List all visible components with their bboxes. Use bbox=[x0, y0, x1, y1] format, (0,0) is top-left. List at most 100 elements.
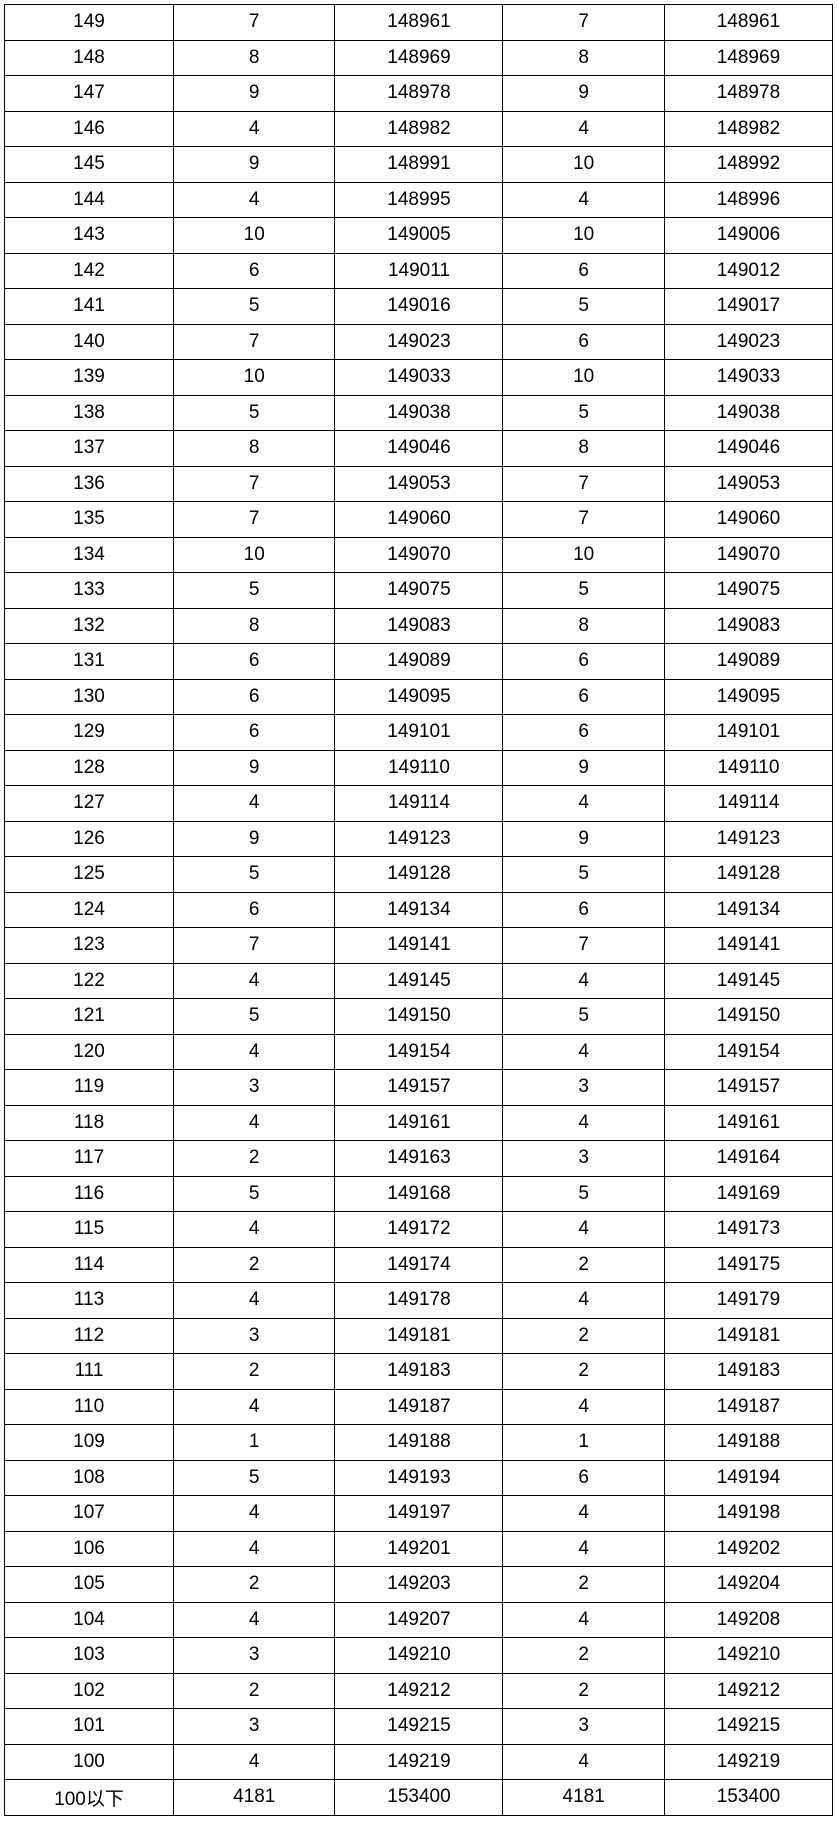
table-cell: 5 bbox=[174, 395, 335, 431]
table-row: 12371491417149141 bbox=[5, 928, 833, 964]
table-cell: 7 bbox=[174, 502, 335, 538]
table-row: 12241491454149145 bbox=[5, 963, 833, 999]
table-cell: 8 bbox=[503, 431, 664, 467]
table-row: 11841491614149161 bbox=[5, 1105, 833, 1141]
table-cell: 148 bbox=[5, 40, 174, 76]
table-cell: 8 bbox=[174, 40, 335, 76]
table-cell: 149168 bbox=[335, 1176, 503, 1212]
table-row: 10741491974149198 bbox=[5, 1496, 833, 1532]
table-cell: 149134 bbox=[664, 892, 832, 928]
table-cell: 148969 bbox=[664, 40, 832, 76]
table-cell: 10 bbox=[174, 537, 335, 573]
table-cell: 149114 bbox=[664, 786, 832, 822]
table-cell: 9 bbox=[174, 750, 335, 786]
table-cell: 132 bbox=[5, 608, 174, 644]
table-cell: 126 bbox=[5, 821, 174, 857]
table-cell: 4 bbox=[503, 1034, 664, 1070]
table-cell: 9 bbox=[174, 147, 335, 183]
table-cell: 105 bbox=[5, 1567, 174, 1603]
table-cell: 2 bbox=[174, 1673, 335, 1709]
table-cell: 149141 bbox=[664, 928, 832, 964]
table-cell: 118 bbox=[5, 1105, 174, 1141]
table-cell: 127 bbox=[5, 786, 174, 822]
table-cell: 10 bbox=[503, 537, 664, 573]
table-cell: 4 bbox=[174, 1283, 335, 1319]
table-cell: 128 bbox=[5, 750, 174, 786]
table-cell: 148996 bbox=[664, 182, 832, 218]
table-cell: 4 bbox=[503, 1212, 664, 1248]
table-cell: 149089 bbox=[664, 644, 832, 680]
table-cell: 148982 bbox=[335, 111, 503, 147]
table-cell: 116 bbox=[5, 1176, 174, 1212]
table-cell: 113 bbox=[5, 1283, 174, 1319]
table-cell: 149141 bbox=[335, 928, 503, 964]
table-cell: 149145 bbox=[664, 963, 832, 999]
table-cell: 149215 bbox=[664, 1709, 832, 1745]
table-cell: 7 bbox=[174, 324, 335, 360]
table-cell: 9 bbox=[503, 750, 664, 786]
table-cell: 149208 bbox=[664, 1602, 832, 1638]
table-cell: 149178 bbox=[335, 1283, 503, 1319]
table-cell: 149046 bbox=[335, 431, 503, 467]
table-cell: 139 bbox=[5, 360, 174, 396]
table-cell: 10 bbox=[503, 218, 664, 254]
table-row: 11341491784149179 bbox=[5, 1283, 833, 1319]
table-cell: 149145 bbox=[335, 963, 503, 999]
table-row: 14071490236149023 bbox=[5, 324, 833, 360]
table-cell: 4 bbox=[503, 963, 664, 999]
table-cell: 4 bbox=[503, 1602, 664, 1638]
table-cell: 148995 bbox=[335, 182, 503, 218]
table-cell: 2 bbox=[174, 1247, 335, 1283]
table-cell: 9 bbox=[503, 76, 664, 112]
table-cell: 136 bbox=[5, 466, 174, 502]
table-cell: 133 bbox=[5, 573, 174, 609]
table-cell: 149128 bbox=[664, 857, 832, 893]
table-cell: 149164 bbox=[664, 1141, 832, 1177]
table-cell: 148982 bbox=[664, 111, 832, 147]
table-cell: 149204 bbox=[664, 1567, 832, 1603]
table-cell: 5 bbox=[503, 999, 664, 1035]
table-row: 14791489789148978 bbox=[5, 76, 833, 112]
table-row: 11121491832149183 bbox=[5, 1354, 833, 1390]
table-cell: 4 bbox=[503, 111, 664, 147]
table-cell: 148961 bbox=[664, 5, 832, 41]
table-cell: 4 bbox=[503, 1389, 664, 1425]
table-row: 1391014903310149033 bbox=[5, 360, 833, 396]
table-cell: 153400 bbox=[335, 1780, 503, 1816]
table-cell: 149219 bbox=[664, 1744, 832, 1780]
table-cell: 149212 bbox=[335, 1673, 503, 1709]
table-cell: 2 bbox=[174, 1354, 335, 1390]
table-cell: 5 bbox=[503, 395, 664, 431]
table-cell: 111 bbox=[5, 1354, 174, 1390]
table-cell: 149075 bbox=[335, 573, 503, 609]
table-cell: 112 bbox=[5, 1318, 174, 1354]
table-cell: 109 bbox=[5, 1425, 174, 1461]
table-row: 12691491239149123 bbox=[5, 821, 833, 857]
table-cell: 10 bbox=[174, 360, 335, 396]
table-cell: 6 bbox=[174, 679, 335, 715]
table-cell: 6 bbox=[174, 892, 335, 928]
table-cell: 8 bbox=[503, 40, 664, 76]
table-row: 13571490607149060 bbox=[5, 502, 833, 538]
table-cell: 149198 bbox=[664, 1496, 832, 1532]
table-cell: 142 bbox=[5, 253, 174, 289]
table-row: 10041492194149219 bbox=[5, 1744, 833, 1780]
table-cell: 149174 bbox=[335, 1247, 503, 1283]
table-cell: 8 bbox=[174, 608, 335, 644]
table-body: 1497148961714896114881489698148969147914… bbox=[5, 5, 833, 1816]
table-cell: 4 bbox=[174, 963, 335, 999]
table-cell: 148978 bbox=[335, 76, 503, 112]
table-cell: 135 bbox=[5, 502, 174, 538]
table-cell: 3 bbox=[174, 1638, 335, 1674]
data-table: 1497148961714896114881489698148969147914… bbox=[4, 4, 833, 1816]
table-cell: 110 bbox=[5, 1389, 174, 1425]
table-cell: 149201 bbox=[335, 1531, 503, 1567]
table-cell: 5 bbox=[503, 857, 664, 893]
table-cell: 4 bbox=[174, 1389, 335, 1425]
table-cell: 107 bbox=[5, 1496, 174, 1532]
table-row: 12551491285149128 bbox=[5, 857, 833, 893]
table-cell: 5 bbox=[503, 1176, 664, 1212]
table-cell: 149202 bbox=[664, 1531, 832, 1567]
table-cell: 103 bbox=[5, 1638, 174, 1674]
table-cell: 149181 bbox=[664, 1318, 832, 1354]
